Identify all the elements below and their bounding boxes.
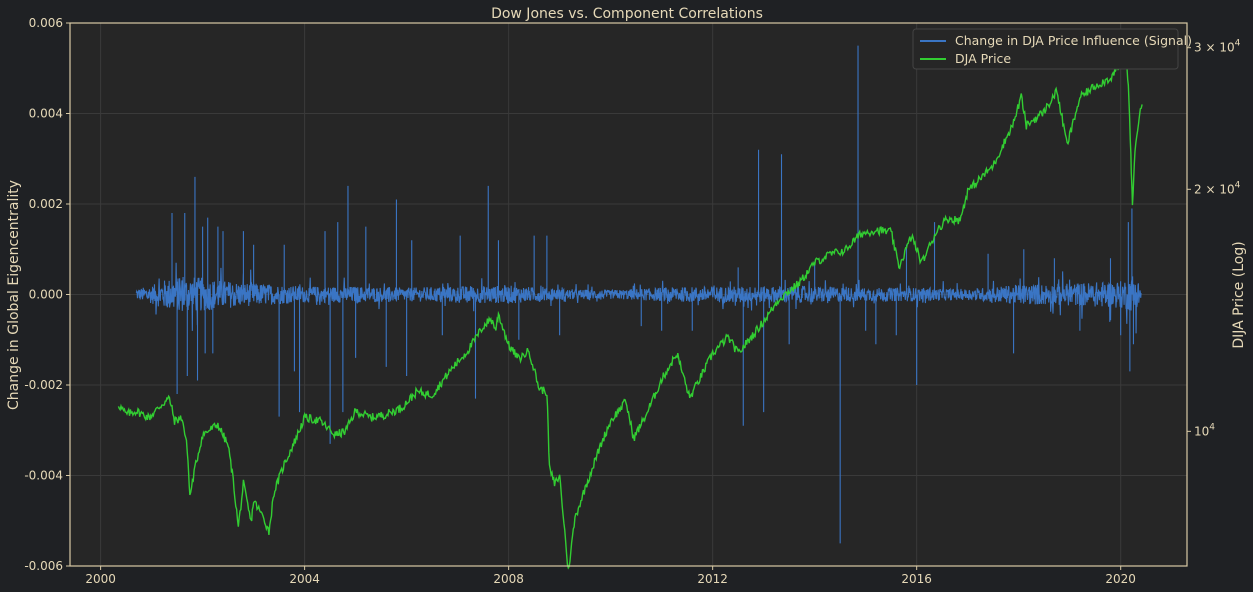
y-tick-label: 0.006 [29,16,63,30]
x-tick-label: 2004 [289,572,320,586]
y2-tick-label: 2 × 104 [1194,180,1241,196]
signal-line [135,45,1142,544]
x-tick-label: 2008 [493,572,524,586]
legend-box [912,28,1179,70]
y-axis-left: 0.006 0.004 0.002 0.000 -0.002 -0.004 -0.006 [24,16,70,573]
x-tick-label: 2000 [85,572,116,586]
legend: Change in DJA Price Influence (Signal) D… [912,28,1192,70]
x-tick-label: 2012 [697,572,728,586]
price-line [117,53,1143,570]
chart-title: Dow Jones vs. Component Correlations [491,6,763,22]
legend-signal-label: Change in DJA Price Influence (Signal) [955,33,1192,48]
x-axis: 2000 2004 2008 2012 2016 2020 [85,566,1136,586]
x-tick-label: 2016 [901,572,932,586]
y-tick-label: 0.000 [29,288,63,302]
y-tick-label: -0.002 [24,378,63,392]
y-tick-label: -0.006 [24,559,63,573]
signal-series [135,45,1142,544]
y-axis-right: 104 2 × 104 3 × 104 [1187,39,1241,438]
legend-price-label: DJA Price [955,51,1011,66]
price-series [117,53,1143,570]
y-tick-label: -0.004 [24,469,63,483]
y-tick-label: 0.004 [29,107,63,121]
y-axis-label-left: Change in Global Eigencentrality [6,180,22,410]
y2-tick-label: 3 × 104 [1194,39,1241,55]
x-tick-label: 2020 [1105,572,1136,586]
y2-tick-label: 104 [1194,422,1215,438]
y-tick-label: 0.002 [29,197,63,211]
y-axis-label-right: DIJA Price (Log) [1231,241,1247,348]
